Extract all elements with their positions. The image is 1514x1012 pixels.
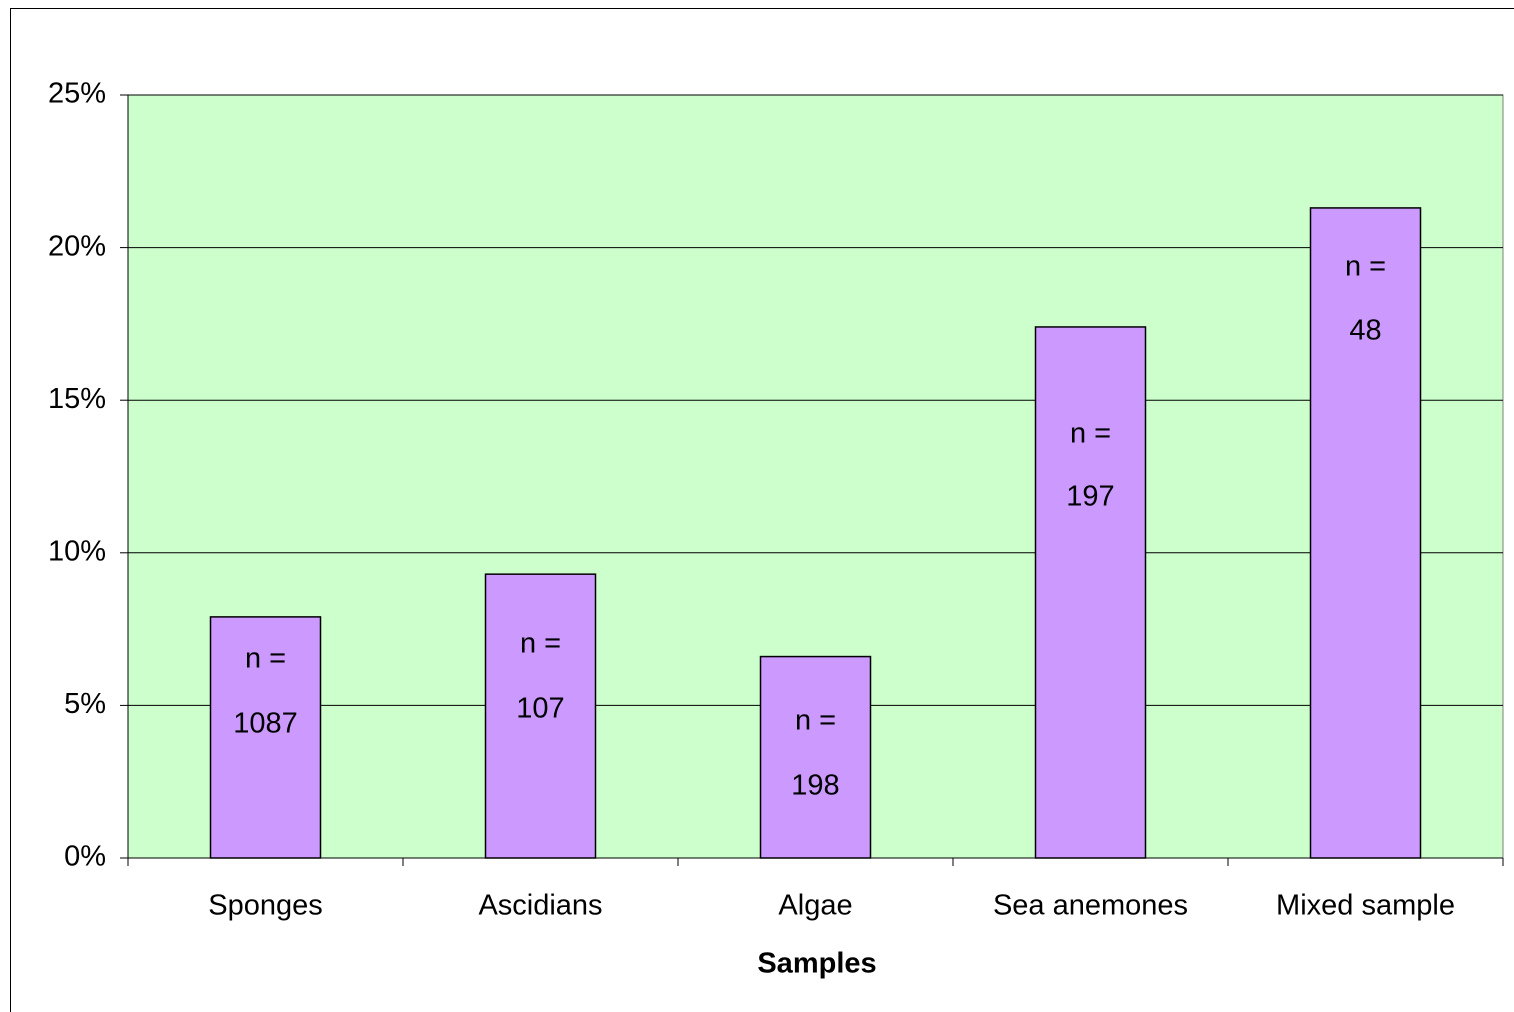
y-tick-label: 25% [48, 78, 106, 110]
bar [1309, 207, 1422, 859]
y-tick-label: 15% [48, 383, 106, 415]
x-tick-label: Mixed sample [1276, 890, 1455, 922]
x-tick-label: Ascidians [478, 890, 602, 922]
x-axis-title: Samples [757, 948, 876, 980]
y-tick-label: 0% [64, 841, 106, 873]
n-value: 107 [516, 693, 564, 725]
n-value: 197 [1066, 481, 1114, 513]
x-tick-label: Sea anemones [993, 890, 1188, 922]
bar [759, 655, 872, 859]
n-value: 48 [1349, 315, 1381, 347]
y-tick-label: 20% [48, 230, 106, 262]
n-value: 1087 [233, 708, 298, 740]
bar [209, 616, 322, 859]
x-tick-label: Algae [778, 890, 852, 922]
bar [484, 573, 597, 859]
n-value: 198 [791, 770, 839, 802]
n-prefix: n = [245, 643, 286, 675]
n-prefix: n = [520, 628, 561, 660]
bar [1034, 326, 1147, 859]
n-prefix: n = [1345, 251, 1386, 283]
n-prefix: n = [1070, 418, 1111, 450]
x-tick-label: Sponges [208, 890, 323, 922]
y-tick-label: 10% [48, 535, 106, 567]
y-tick-label: 5% [64, 688, 106, 720]
n-prefix: n = [795, 705, 836, 737]
